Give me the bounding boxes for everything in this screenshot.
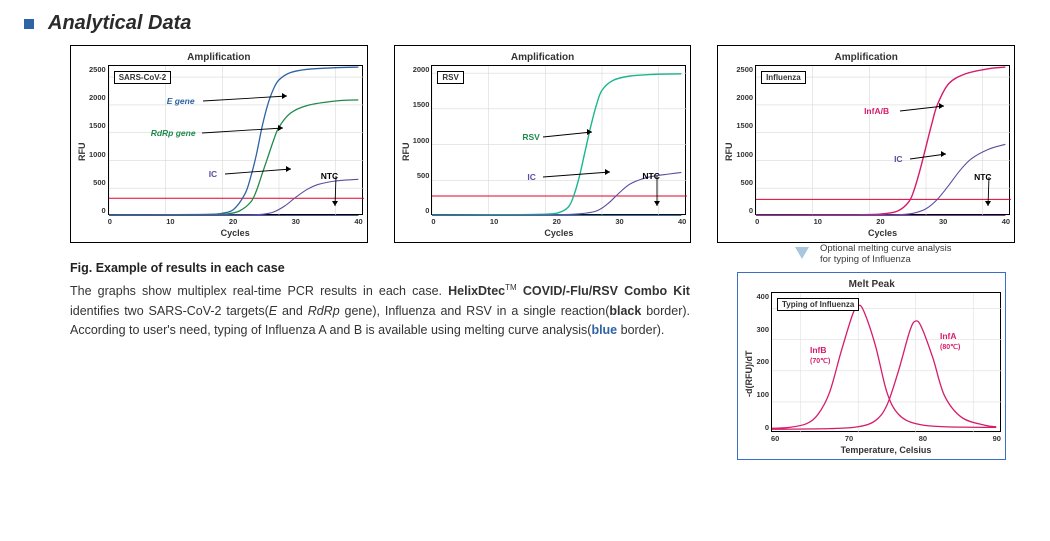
annotation: NTC: [974, 172, 991, 182]
caption-title: Fig. Example of results in each case: [70, 259, 690, 278]
section-header: Analytical Data: [24, 12, 1026, 35]
chart-panel: Amplification RFU2000150010005000 RSV RSV IC…: [394, 45, 692, 243]
chart-title: Amplification: [399, 52, 687, 63]
y-axis-label: RFU: [722, 65, 736, 238]
legend-box: SARS-CoV-2: [114, 71, 172, 84]
annotation: RSV: [522, 132, 539, 142]
chart-title: Amplification: [75, 52, 363, 63]
x-tick-labels: 60708090: [771, 432, 1001, 443]
chart-title: Amplification: [722, 52, 1010, 63]
melt-chart-host: Melt Peak-d(RFU)/dT4003002001000Typing o…: [737, 272, 1006, 460]
series-IC: [756, 144, 1005, 215]
annotation: E gene: [167, 96, 195, 106]
annotation: InfA(80℃): [940, 331, 960, 351]
chart-panel: AmplificationRFU25002000150010005000Infl…: [717, 45, 1015, 243]
figure-caption: Fig. Example of results in each case The…: [70, 259, 690, 341]
y-axis-label: RFU: [75, 65, 89, 238]
melt-note: Optional melting curve analysis for typi…: [792, 243, 951, 266]
plot-area: SARS-CoV-2 E gene RdRp gene IC NTC: [108, 65, 363, 215]
y-axis-label: RFU: [399, 65, 413, 238]
annotation: IC: [894, 154, 903, 164]
x-axis-label: Cycles: [108, 228, 363, 238]
melt-note-text: Optional melting curve analysis for typi…: [820, 243, 951, 266]
annotation: IC: [209, 169, 218, 179]
y-tick-labels: 25002000150010005000: [736, 65, 755, 215]
annotation: NTC: [321, 171, 338, 181]
y-tick-labels: 4003002001000: [756, 292, 771, 432]
series-E gene: [109, 67, 358, 215]
y-tick-labels: 2000150010005000: [413, 65, 432, 215]
x-axis-label: Cycles: [755, 228, 1010, 238]
chart-title: Melt Peak: [742, 279, 1001, 290]
plot-area: Typing of Influenza InfB(70℃) InfA(80℃): [771, 292, 1001, 432]
legend-box: RSV: [437, 71, 463, 84]
annotation: RdRp gene: [151, 128, 196, 138]
annotation: NTC: [642, 171, 659, 181]
chart-panel: Melt Peak-d(RFU)/dT4003002001000Typing o…: [737, 272, 1006, 460]
x-axis-label: Cycles: [431, 228, 686, 238]
section-bullet-icon: [24, 19, 34, 29]
annotation: InfA/B: [864, 106, 889, 116]
x-tick-labels: 010203040: [431, 215, 686, 226]
lower-row: Fig. Example of results in each case The…: [24, 259, 1026, 460]
amplification-charts-row: AmplificationRFU25002000150010005000SARS…: [70, 45, 1026, 243]
plot-area: Influenza InfA/B IC NTC: [755, 65, 1010, 215]
melt-column: Optional melting curve analysis for typi…: [737, 243, 1006, 460]
caption-body: The graphs show multiplex real-time PCR …: [70, 282, 690, 340]
series-InfA/B: [756, 67, 1005, 215]
down-arrow-icon: [792, 247, 812, 261]
section-title: Analytical Data: [48, 12, 191, 35]
annotation: IC: [527, 172, 536, 182]
chart-panel: AmplificationRFU25002000150010005000SARS…: [70, 45, 368, 243]
x-tick-labels: 010203040: [108, 215, 363, 226]
y-axis-label: -d(RFU)/dT: [742, 292, 756, 455]
legend-box: Influenza: [761, 71, 806, 84]
y-tick-labels: 25002000150010005000: [89, 65, 108, 215]
plot-area: RSV RSV IC NTC: [431, 65, 686, 215]
x-tick-labels: 010203040: [755, 215, 1010, 226]
annotation: InfB(70℃): [810, 345, 830, 365]
x-axis-label: Temperature, Celsius: [771, 445, 1001, 455]
legend-box: Typing of Influenza: [777, 298, 859, 311]
series-InfA: [772, 321, 996, 429]
